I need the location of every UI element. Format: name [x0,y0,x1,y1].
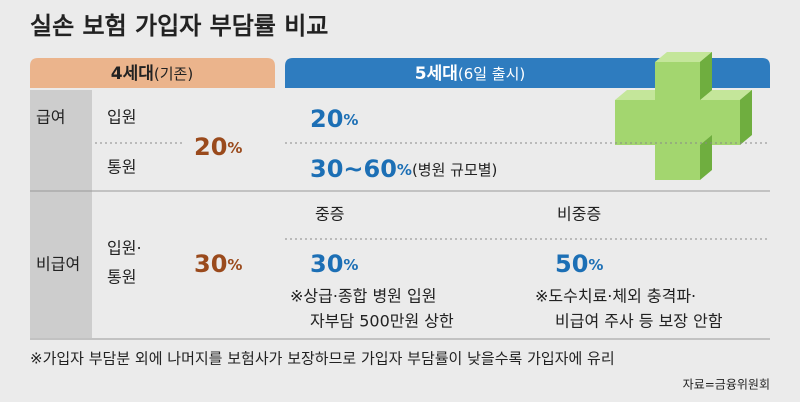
gen5-rate: 30% [310,250,358,278]
title: 실손 보험 가입자 부담률 비교 [30,12,328,40]
rate-number: 30 [310,250,343,278]
rate-number: 20 [194,133,227,161]
gen5-rate: 50% [555,250,603,278]
cross-icon [615,52,752,180]
gen5-rate: 20% [310,105,358,133]
category: 비중증 [557,205,601,224]
row-label-column [30,90,92,338]
rate-number: 50 [555,250,588,278]
rate-unit: % [343,111,358,129]
source: 자료=금융위원회 [683,378,770,392]
rate-unit: % [227,139,242,157]
header-gen4-text: 4세대(기존) [111,64,193,84]
rate-unit: % [588,256,603,274]
row-label: 급여 [36,108,65,127]
row-item: 입원· [107,239,142,258]
category: 중증 [315,205,344,224]
rate-number: 30~60 [310,155,397,183]
column-name: 4세대 [111,64,154,84]
column-note: (기존) [154,65,193,83]
footnote: ※가입자 부담분 외에 나머지를 보험사가 보장하므로 가입자 부담률이 낮을수… [30,350,615,368]
rate-note: (병원 규모별) [412,161,497,179]
gen4-rate: 30% [194,250,242,278]
header-gen4 [30,58,275,88]
rate-unit: % [227,256,242,274]
header-gen5-text: 5세대(6일 출시) [415,64,526,84]
row-item: 입원 [107,108,136,127]
column-note: (6일 출시) [458,65,525,83]
note: ※상급·종합 병원 입원 [290,287,436,306]
gen5-rate: 30~60%(병원 규모별) [310,155,497,183]
gen4-rate: 20% [194,133,242,161]
rate-unit: % [343,256,358,274]
note: ※도수치료·체외 충격파· [535,287,696,306]
note: 자부담 500만원 상한 [310,312,454,331]
note: 비급여 주사 등 보장 안함 [555,312,723,331]
row-label: 비급여 [36,255,80,274]
rate-number: 30 [194,250,227,278]
header-gen5 [285,58,770,88]
rate-number: 20 [310,105,343,133]
rate-unit: % [397,161,412,179]
row-item: 통원 [107,268,136,287]
column-name: 5세대 [415,64,458,84]
row-item: 통원 [107,158,136,177]
